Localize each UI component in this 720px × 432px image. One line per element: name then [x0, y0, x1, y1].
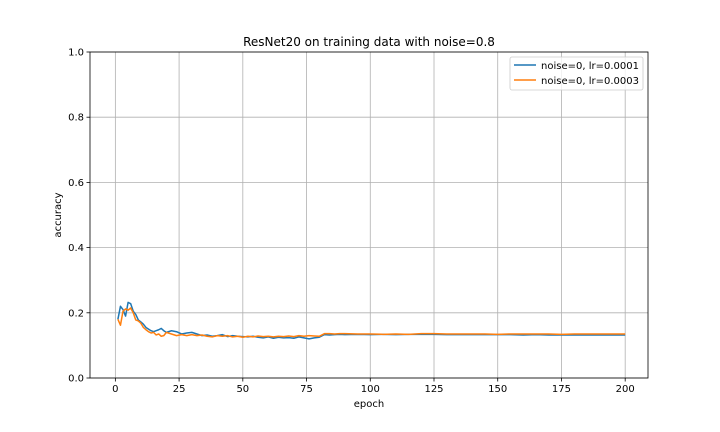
y-axis-label: accuracy [53, 192, 64, 237]
x-tick-label: 100 [361, 384, 380, 395]
y-tick-label: 0.2 [68, 308, 84, 319]
x-tick-label: 125 [424, 384, 443, 395]
chart-title: ResNet20 on training data with noise=0.8 [243, 35, 495, 49]
series-line-2 [117, 307, 626, 338]
x-axis-label: epoch [354, 399, 384, 410]
legend: noise=0, lr=0.0001 noise=0, lr=0.0003 [509, 56, 644, 91]
y-tick-label: 1.0 [68, 48, 84, 59]
legend-label-series-2: noise=0, lr=0.0003 [541, 76, 639, 87]
x-tick-label: 25 [173, 384, 186, 395]
series-layer [117, 301, 626, 340]
legend-label-series-1: noise=0, lr=0.0001 [541, 61, 639, 72]
legend-box [509, 56, 644, 91]
y-tick-label: 0.0 [68, 374, 84, 385]
x-tick-label: 150 [488, 384, 507, 395]
y-tick-label: 0.8 [68, 113, 84, 124]
x-tick-label: 0 [112, 384, 118, 395]
plot-frame [89, 51, 649, 379]
x-tick-label: 75 [300, 384, 313, 395]
y-tick-label: 0.6 [68, 178, 84, 189]
x-tick-label: 50 [236, 384, 249, 395]
ticks: 0 25 50 75 100 125 150 175 200 0.0 0.2 0.4 0.6 0.8 1.0 [68, 48, 635, 396]
x-tick-label: 200 [616, 384, 635, 395]
y-tick-label: 0.4 [68, 243, 84, 254]
x-tick-label: 175 [552, 384, 571, 395]
